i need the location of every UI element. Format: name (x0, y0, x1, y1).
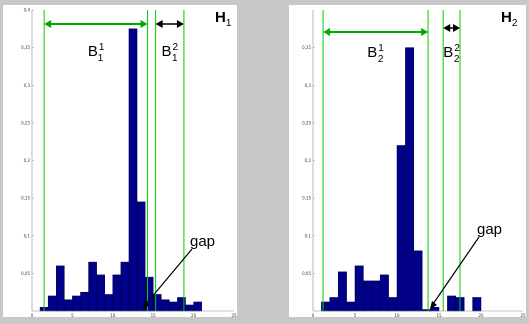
panel-id-label: H2 (501, 9, 518, 29)
gap-pointer-head (430, 301, 437, 309)
arrowhead-right (140, 20, 148, 28)
panel-id-main: H (501, 9, 512, 26)
y-tick-label: 0,25 (302, 120, 311, 125)
arrowhead-left (443, 24, 451, 32)
histogram-bar (354, 265, 364, 312)
gap-label: gap (190, 233, 215, 250)
arrowhead-right (453, 24, 460, 32)
x-tick-label: 20 (191, 313, 197, 318)
histogram-bar (379, 274, 389, 312)
interval-label-b1-main: B (88, 43, 98, 60)
interval-label-b1: B1 2 (367, 43, 384, 65)
interval-label-b2-main: B (161, 43, 171, 60)
y-tick-label: 0,15 (302, 196, 311, 201)
gap-pointer-head (143, 301, 150, 309)
panel-background (3, 5, 237, 317)
x-tick-label: 5 (71, 313, 74, 318)
histogram-bar (193, 301, 202, 312)
histogram-bar (346, 301, 356, 312)
interval-label-b2-sup: 2 (172, 42, 178, 53)
histogram-bar (329, 297, 339, 312)
y-tick-label: 0,1 (24, 233, 31, 238)
histogram-bar (112, 274, 122, 312)
histogram-bar (64, 299, 73, 312)
histogram-bar (72, 295, 81, 312)
histogram-bar (96, 274, 105, 312)
x-tick-label: 0 (312, 313, 315, 318)
arrowhead-right (421, 28, 429, 36)
histogram-bar (371, 280, 381, 312)
y-tick-label: 0,3 (305, 83, 312, 88)
histogram-bar (169, 301, 178, 312)
panel-id-sub: 1 (226, 18, 232, 29)
x-tick-label: 20 (478, 313, 484, 318)
histogram-bar (337, 271, 347, 312)
histogram-bar (152, 294, 162, 312)
x-tick-label: 15 (436, 313, 442, 318)
histogram-bar (80, 291, 89, 312)
interval-label-b2: B2 1 (161, 42, 178, 64)
y-tick-label: 0,05 (302, 271, 311, 276)
y-tick-label: 0,35 (21, 45, 30, 50)
y-tick-label: 0,3 (24, 83, 31, 88)
histogram-bar (396, 145, 406, 312)
panel-id-sub: 2 (512, 18, 518, 29)
interval-label-b2-sub: 1 (172, 53, 178, 64)
interval-label-b1: B1 1 (88, 42, 105, 64)
interval-label-b1-sub: 1 (98, 53, 104, 64)
histogram-bar (447, 295, 457, 312)
histogram-bar (413, 250, 423, 312)
x-tick-label: 10 (394, 313, 400, 318)
y-tick-label: 0,1 (305, 233, 312, 238)
gap-pointer-line (432, 236, 480, 305)
interval-label-b1-sup: 1 (378, 43, 384, 54)
interval-label-b2: B2 2 (443, 43, 460, 65)
interval-label-b2-sup: 2 (454, 43, 460, 54)
histogram-bar (120, 261, 130, 312)
interval-label-b2-main: B (443, 44, 453, 61)
interval-label-b1-main: B (367, 44, 377, 61)
gap-pointer-line (145, 248, 193, 305)
histogram-panel-h1: 0,050,10,150,20,250,30,350,40 5 10 15 20 25B1… (3, 5, 237, 318)
panel-id-main: H (215, 9, 226, 26)
histogram-bar (47, 295, 57, 312)
histogram-bar (185, 304, 194, 312)
arrowhead-left (44, 20, 52, 28)
histogram-bar (55, 265, 65, 312)
gap-label: gap (477, 221, 502, 238)
histogram-bar (405, 47, 415, 312)
histogram-bar (363, 280, 373, 312)
x-tick-label: 25 (520, 313, 526, 318)
histogram-bar (104, 294, 114, 312)
arrowhead-left (323, 28, 331, 36)
histogram-bar (388, 297, 398, 312)
x-tick-label: 0 (31, 313, 34, 318)
y-tick-label: 0,35 (302, 45, 311, 50)
histogram-bar (136, 201, 146, 312)
interval-label-b1-sup: 1 (99, 42, 105, 53)
y-tick-label: 0,25 (21, 120, 30, 125)
histogram-bar (161, 299, 170, 312)
y-tick-label: 0,05 (21, 271, 30, 276)
y-tick-label: 0,15 (21, 196, 30, 201)
x-tick-label: 15 (151, 313, 157, 318)
y-tick-label: 0,2 (305, 158, 312, 163)
interval-label-b1-sub: 2 (378, 54, 384, 65)
histogram-bar (88, 261, 97, 312)
y-tick-label: 0,2 (24, 158, 31, 163)
x-tick-label: 10 (110, 313, 116, 318)
y-tick-label: 0,4 (24, 8, 31, 13)
arrowhead-left (155, 20, 163, 28)
interval-label-b2-sub: 2 (454, 54, 460, 65)
x-tick-label: 5 (354, 313, 357, 318)
x-tick-label: 25 (231, 313, 237, 318)
histogram-bar (472, 297, 482, 312)
histogram-bar (128, 28, 138, 312)
panel-id-label: H1 (215, 9, 232, 29)
arrowhead-right (176, 20, 184, 28)
